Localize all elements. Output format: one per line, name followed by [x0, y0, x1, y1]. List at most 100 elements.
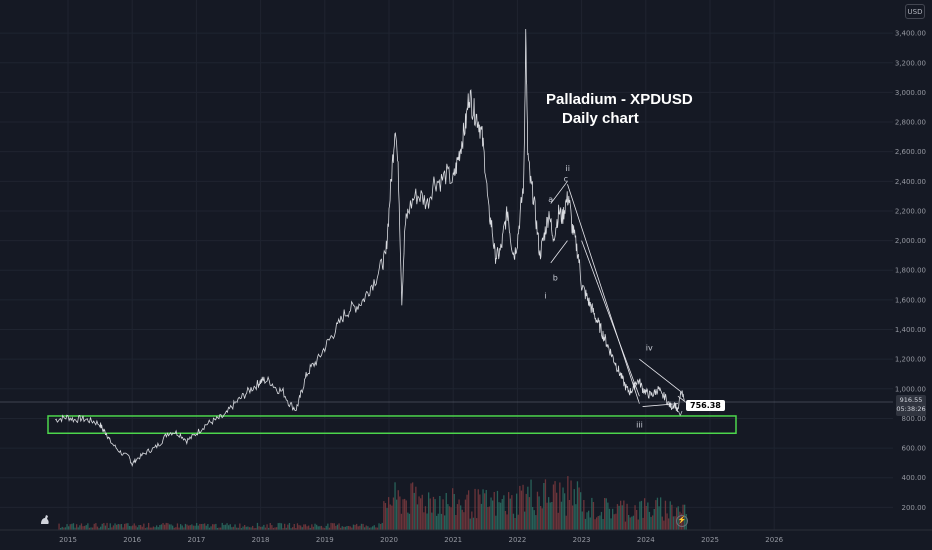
volume-bar: [220, 527, 222, 530]
wave-label: iv: [646, 343, 653, 352]
volume-bar: [269, 523, 271, 530]
volume-bar: [60, 528, 62, 530]
volume-bar: [170, 524, 172, 530]
volume-bar: [298, 525, 300, 530]
volume-bar: [444, 515, 446, 530]
y-tick-label: 200.00: [902, 504, 927, 512]
volume-bar: [418, 496, 420, 530]
volume-bar: [549, 502, 551, 530]
volume-bar: [428, 492, 430, 530]
volume-bar: [194, 525, 196, 530]
volume-bar: [143, 523, 145, 530]
volume-bar: [309, 527, 311, 530]
volume-bar: [330, 522, 332, 530]
volume-bar: [188, 525, 190, 530]
volume-bar: [240, 528, 243, 530]
price-series: [54, 28, 685, 467]
volume-bar: [565, 515, 567, 530]
volume-bar: [232, 526, 235, 530]
bolt-icon[interactable]: ⚡: [676, 515, 688, 527]
volume-bar: [628, 515, 630, 530]
x-tick-label: 2025: [701, 536, 719, 544]
volume-bar: [607, 502, 609, 530]
volume-bar: [381, 522, 383, 530]
volume-bar: [490, 497, 492, 530]
volume-bar: [634, 505, 636, 530]
y-tick-label: 1,200.00: [895, 356, 926, 364]
x-axis[interactable]: 2015 2016 2017 2018 2019 2020 2021 2022 2023 2024…: [0, 529, 932, 544]
volume-bar: [186, 524, 188, 530]
x-tick-label: 2020: [380, 536, 398, 544]
volume-bar: [621, 505, 623, 530]
volume-bar: [212, 524, 214, 530]
volume-bar: [224, 524, 227, 530]
trend-line[interactable]: [567, 184, 640, 404]
volume-bar: [668, 518, 670, 530]
volume-bar: [148, 522, 150, 530]
volume-bar: [106, 522, 108, 530]
volume-bar: [546, 502, 548, 530]
y-tick-label: 800.00: [902, 415, 927, 423]
volume-bar: [328, 527, 331, 530]
volume-bar: [95, 523, 97, 530]
chart-subtitle: Daily chart: [562, 110, 639, 127]
volume-bar: [423, 512, 425, 530]
y-axis[interactable]: 200.00 400.00 600.00 800.00 1,000.00 1,200.00…: [895, 30, 926, 512]
currency-button[interactable]: USD: [905, 4, 925, 19]
volume-bar: [314, 523, 316, 530]
x-tick-label: 2019: [316, 536, 334, 544]
trend-line[interactable]: [639, 358, 682, 393]
volume-bar: [572, 505, 574, 530]
volume-bar: [191, 524, 193, 530]
volume-bar: [213, 524, 215, 530]
volume-bar: [445, 493, 447, 530]
x-tick-label: 2018: [252, 536, 270, 544]
volume-bar: [538, 496, 540, 530]
last-price-value: 916.55: [899, 396, 923, 404]
volume-bar: [552, 484, 555, 530]
wave-label: v: [678, 408, 683, 417]
trend-line[interactable]: [677, 395, 688, 404]
y-tick-label: 1,400.00: [895, 326, 926, 334]
volume-bar: [640, 500, 643, 530]
volume-bar: [608, 508, 611, 530]
trend-line[interactable]: [550, 181, 568, 204]
volume-bar: [548, 497, 550, 530]
volume-bar: [516, 493, 518, 530]
volume-bar: [653, 509, 655, 530]
trend-line[interactable]: [581, 240, 640, 397]
volume-bar: [303, 524, 305, 530]
volume-bar: [674, 516, 676, 530]
volume-bar: [375, 527, 377, 530]
volume-bar: [116, 524, 118, 530]
support-zone-rect[interactable]: [47, 415, 737, 435]
volume-bar: [389, 504, 391, 530]
volume-bar: [618, 505, 620, 530]
volume-bar: [124, 523, 126, 530]
volume-bar: [130, 526, 132, 530]
volume-bar: [292, 527, 294, 530]
volume-bar: [343, 526, 345, 530]
volume-bar: [645, 506, 647, 530]
volume-bar: [460, 505, 462, 530]
volume-bar: [66, 524, 68, 530]
volume-bar: [368, 527, 371, 530]
tradingview-logo-icon[interactable]: [38, 512, 52, 526]
volume-bar: [204, 523, 206, 530]
volume-bar: [413, 492, 415, 530]
trend-line[interactable]: [642, 403, 678, 407]
volume-bar: [280, 523, 283, 530]
volume-bar: [344, 526, 347, 530]
volume-bar: [231, 527, 233, 530]
volume-bar: [255, 528, 257, 530]
price-callout[interactable]: 756.38: [686, 400, 725, 411]
volume-bar: [612, 508, 614, 530]
volume-bar: [74, 527, 76, 530]
volume-bar: [117, 524, 119, 530]
volume-bar: [87, 523, 89, 530]
volume-bar: [456, 504, 459, 530]
trend-line[interactable]: [550, 240, 568, 264]
volume-bar: [551, 502, 553, 530]
volume-bar: [455, 515, 457, 530]
